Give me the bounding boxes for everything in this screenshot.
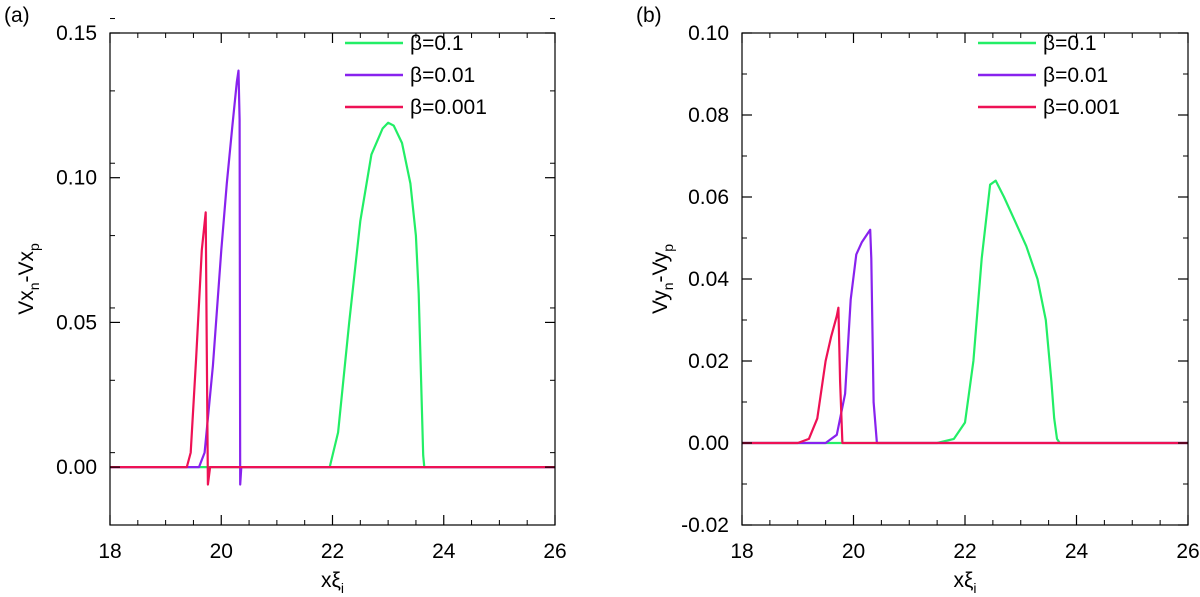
legend-label-text: β=0.1	[1043, 32, 1097, 55]
y-tick-label: 0.02	[688, 350, 729, 373]
legend-label-text: β=0.001	[1043, 96, 1120, 119]
x-tick-label-text: 18	[730, 540, 753, 563]
x-tick-label-text: 22	[321, 540, 344, 563]
y-tick-label: 0.10	[56, 167, 97, 190]
y-tick-label: 0.08	[688, 104, 729, 127]
y-tick-label-text: 0.06	[688, 186, 729, 209]
series-line-0	[110, 121, 555, 469]
x-tick-label: 22	[953, 540, 976, 563]
y-axis-label-part: -Vy	[649, 251, 672, 282]
y-tick-label-text: 0.04	[688, 268, 729, 291]
y-axis-label: Vyn-Vyp	[649, 244, 676, 314]
x-axis-label-main: xξ	[321, 569, 341, 592]
panel-label: (b)	[636, 4, 662, 27]
x-tick-label: 24	[432, 540, 456, 563]
legend-label-text: β=0.01	[410, 64, 475, 87]
legend-label-1: β=0.01	[410, 64, 475, 87]
series-group	[742, 179, 1188, 445]
y-axis-label-sub: p	[26, 243, 42, 251]
y-tick-label-text: 0.05	[56, 311, 97, 334]
x-tick-label-text: 24	[432, 540, 456, 563]
y-tick-label: 0.04	[688, 268, 729, 291]
y-tick-label: 0.00	[56, 456, 97, 479]
legend-label-1: β=0.01	[1043, 64, 1108, 87]
series-group	[110, 69, 555, 486]
y-axis-label-part: Vx	[15, 290, 38, 315]
x-tick-label-text: 26	[543, 540, 566, 563]
y-tick-label: 0.06	[688, 186, 729, 209]
y-tick-label: 0.00	[688, 432, 729, 455]
x-tick-label: 26	[543, 540, 566, 563]
x-tick-label-text: 20	[210, 540, 233, 563]
y-tick-label-text: 0.00	[688, 432, 729, 455]
y-axis-label-sub: p	[660, 244, 676, 252]
legend-label-text: β=0.1	[410, 32, 464, 55]
x-tick-label-text: 26	[1176, 540, 1199, 563]
panel-label-text: (a)	[4, 4, 30, 27]
series-line-1	[110, 69, 555, 486]
y-axis-label-part: -Vx	[15, 250, 38, 282]
legend-label-0: β=0.1	[1043, 32, 1097, 55]
y-axis-label-sub: n	[660, 283, 676, 291]
y-tick-label-text: 0.00	[56, 456, 97, 479]
legend-label-2: β=0.001	[1043, 96, 1120, 119]
y-tick-label: 0.15	[56, 22, 97, 45]
y-tick-label: -0.02	[681, 514, 729, 537]
x-axis-label-sub: i	[973, 580, 976, 596]
y-axis-label-part: Vy	[649, 290, 672, 314]
y-tick-label-text: 0.10	[688, 22, 729, 45]
chart-panel-0: (a) 18 20 22 24 26 0.00 0.05 0.10 0.15 xξi Vxn-Vxp β…	[4, 4, 567, 596]
y-tick-label-text: 0.15	[56, 22, 97, 45]
x-tick-label-text: 22	[953, 540, 976, 563]
series-line-2	[110, 211, 555, 486]
series-line-0	[742, 179, 1188, 445]
y-tick-label-text: 0.10	[56, 167, 97, 190]
x-axis-label-sub: i	[341, 580, 344, 596]
x-tick-label-text: 20	[842, 540, 865, 563]
x-tick-label: 20	[842, 540, 865, 563]
axes-frame	[741, 32, 1189, 526]
x-tick-label: 24	[1065, 540, 1089, 563]
y-axis-label-sub: n	[26, 282, 42, 290]
x-tick-label: 26	[1176, 540, 1199, 563]
legend-label-0: β=0.1	[410, 32, 464, 55]
x-axis-label: xξi	[953, 569, 976, 596]
x-tick-label: 20	[210, 540, 233, 563]
y-tick-label: 0.05	[56, 311, 97, 334]
legend-label-text: β=0.01	[1043, 64, 1108, 87]
series-line-1	[742, 228, 1188, 445]
y-tick-label-text: -0.02	[681, 514, 729, 537]
x-axis-label-main: xξ	[953, 569, 973, 592]
y-tick-label-text: 0.02	[688, 350, 729, 373]
x-tick-label: 22	[321, 540, 344, 563]
legend-label-2: β=0.001	[410, 96, 487, 119]
x-tick-label-text: 24	[1065, 540, 1089, 563]
y-tick-label-text: 0.08	[688, 104, 729, 127]
y-axis-label: Vxn-Vxp	[15, 243, 42, 315]
x-tick-label-text: 18	[98, 540, 121, 563]
legend-label-text: β=0.001	[410, 96, 487, 119]
panel-label-text: (b)	[636, 4, 662, 27]
series-line-2	[742, 306, 1188, 445]
chart-panel-1: (b) 18 20 22 24 26 -0.02 0.00 0.02 0.04 0.06 0.08 0.…	[636, 4, 1200, 596]
y-tick-label: 0.10	[688, 22, 729, 45]
panel-label: (a)	[4, 4, 30, 27]
x-tick-label: 18	[730, 540, 753, 563]
x-axis-label: xξi	[321, 569, 344, 596]
x-tick-label: 18	[98, 540, 121, 563]
